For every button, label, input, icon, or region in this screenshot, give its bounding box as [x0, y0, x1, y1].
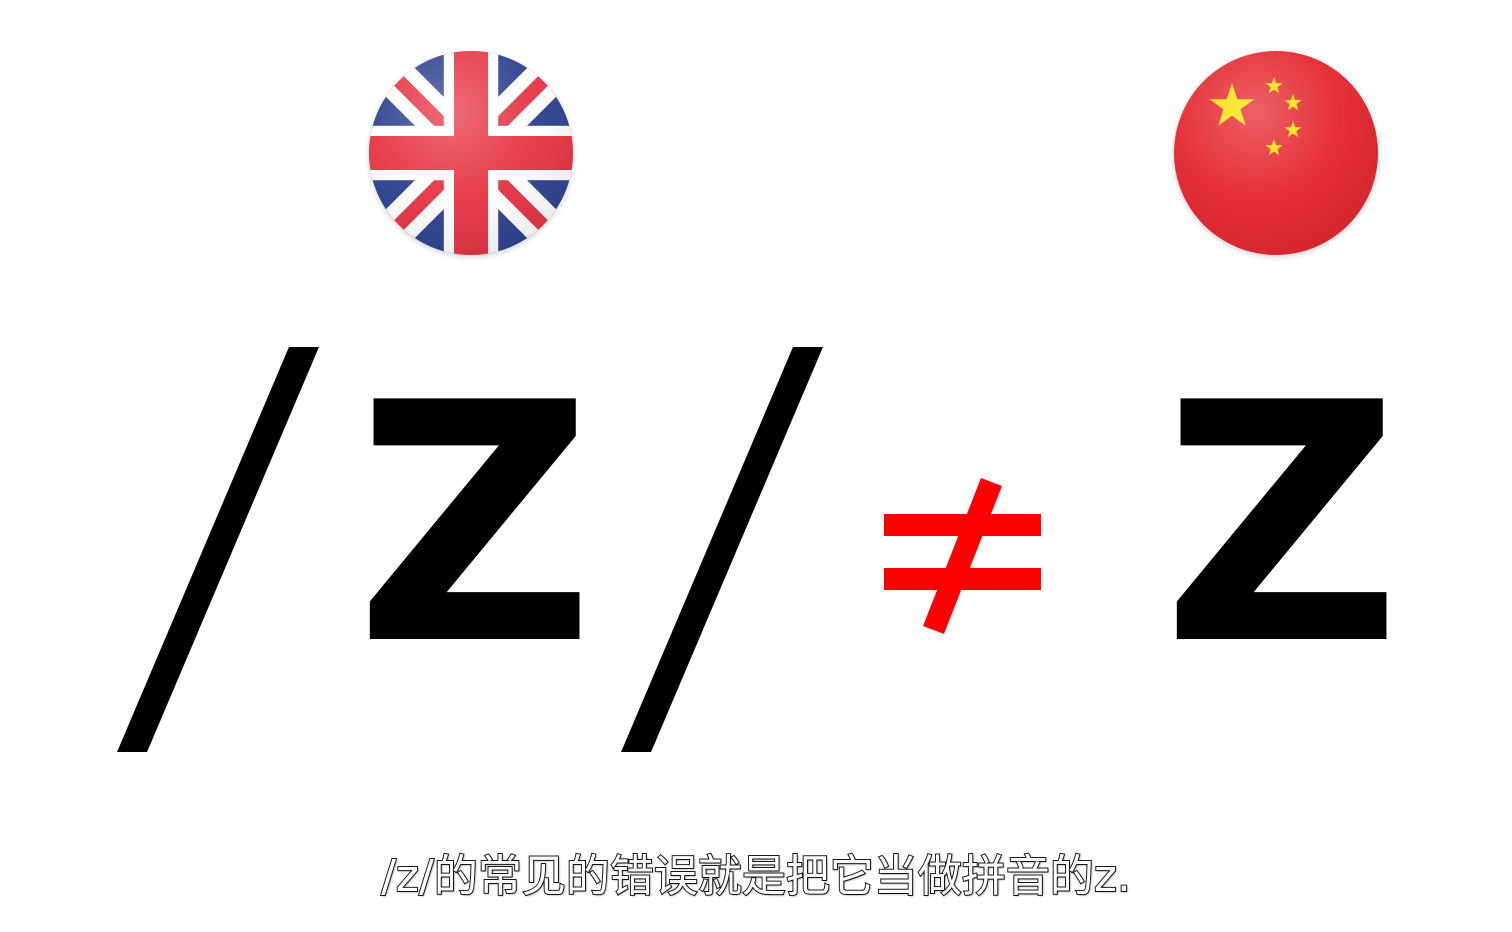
uk-flag-icon — [369, 51, 573, 255]
subtitle-caption: /z/的常见的错误就是把它当做拼音的z. — [380, 851, 1132, 902]
pinyin-z-letter: Z — [1162, 333, 1402, 717]
ipa-left-slash — [117, 347, 319, 752]
ipa-right-slash — [621, 347, 823, 752]
china-flag-icon — [1174, 51, 1378, 255]
ipa-z-letter: Z — [355, 333, 595, 717]
not-equal-icon — [884, 478, 1041, 634]
